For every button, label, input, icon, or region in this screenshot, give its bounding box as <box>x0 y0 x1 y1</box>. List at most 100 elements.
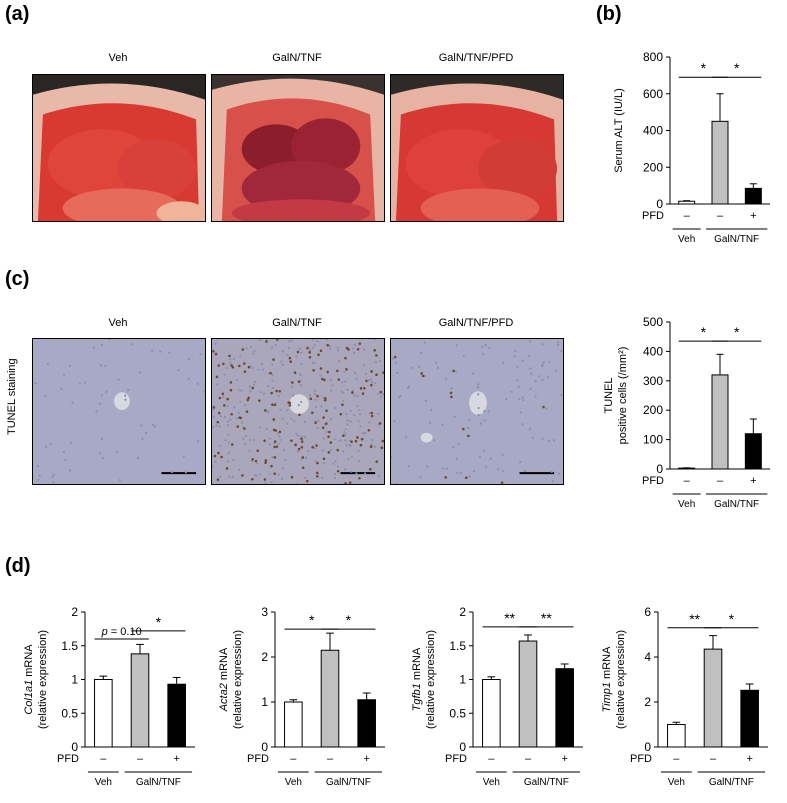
tunel-side-label: TUNEL staining <box>6 358 18 435</box>
nucleus-dot <box>391 357 394 360</box>
group-label-galn: GalN/TNF <box>326 777 371 788</box>
nucleus-dot <box>551 480 554 483</box>
nucleus-dot <box>136 456 140 459</box>
nucleus-dot <box>108 339 111 341</box>
tunel-positive-dot <box>327 451 331 454</box>
nucleus-dot <box>227 441 230 444</box>
nucleus-dot <box>267 410 270 413</box>
nucleus-dot <box>212 465 214 468</box>
tunel-positive-dot <box>241 348 245 351</box>
nucleus-dot <box>541 343 544 346</box>
nucleus-dot <box>252 438 255 441</box>
tunel-positive-dot <box>216 478 220 481</box>
nucleus-dot <box>300 435 303 438</box>
nucleus-dot <box>232 458 235 461</box>
nucleus-dot <box>264 482 267 484</box>
tunel-positive-dot <box>301 466 305 470</box>
nucleus-dot <box>374 361 377 364</box>
nucleus-dot <box>170 471 174 474</box>
nucleus-dot <box>373 445 377 448</box>
nucleus-dot <box>445 467 449 470</box>
tunel-positive-dot <box>350 440 353 443</box>
tunel-positive-dot <box>306 346 309 350</box>
nucleus-dot <box>46 363 49 366</box>
nucleus-dot <box>477 393 480 396</box>
nucleus-dot <box>529 387 532 390</box>
tunel-positive-dot <box>308 351 312 354</box>
nucleus-dot <box>286 353 289 357</box>
tunel-positive-dot <box>275 445 279 448</box>
nucleus-dot <box>479 422 483 425</box>
tunel-positive-dot <box>238 416 241 419</box>
nucleus-dot <box>345 444 348 447</box>
nucleus-dot <box>349 470 353 473</box>
nucleus-dot <box>159 350 162 353</box>
nucleus-dot <box>281 363 284 367</box>
nucleus-dot <box>238 468 241 471</box>
chart-acta2-mrna: 0 1 2 3 Acta2 mRNA (relative expression) * * PFD… <box>218 605 385 788</box>
nucleus-dot <box>144 431 148 434</box>
tunel-positive-dot <box>365 379 368 383</box>
tissue-texture <box>391 340 563 484</box>
tunel-positive-dot <box>229 381 233 384</box>
tunel-positive-dot <box>361 392 365 395</box>
tunel-positive-dot <box>222 362 225 366</box>
nucleus-dot <box>329 345 332 348</box>
nucleus-dot <box>483 409 486 413</box>
nucleus-dot <box>240 389 243 392</box>
tunel-positive-dot <box>464 476 468 480</box>
bar-0 <box>482 679 501 748</box>
significance-label: * <box>734 324 740 340</box>
nucleus-dot <box>350 455 353 458</box>
tunel-positive-dot <box>358 476 361 480</box>
tunel-positive-dot <box>359 443 363 447</box>
tunel-positive-dot <box>311 411 314 415</box>
nucleus-dot <box>374 382 377 385</box>
nucleus-dot <box>52 481 55 484</box>
tunel-positive-dot <box>323 378 326 382</box>
bar-2 <box>744 433 762 470</box>
nucleus-dot <box>530 372 533 375</box>
nucleus-dot <box>504 397 508 401</box>
nucleus-dot <box>545 407 548 410</box>
tunel-positive-dot <box>230 364 233 367</box>
nucleus-dot <box>419 351 423 354</box>
tunel-positive-dot <box>291 381 294 384</box>
y-tick-label: 200 <box>643 160 663 174</box>
bar-2 <box>744 187 762 205</box>
nucleus-dot <box>320 405 323 408</box>
y-tick-label: 400 <box>643 344 663 358</box>
tunel-positive-dot <box>298 413 301 417</box>
nucleus-dot <box>49 442 52 445</box>
nucleus-dot <box>219 445 222 448</box>
tunel-positive-dot <box>254 459 258 463</box>
pfd-sign: + <box>750 475 756 487</box>
nucleus-dot <box>330 448 333 452</box>
nucleus-dot <box>228 475 231 478</box>
nucleus-dot <box>313 361 316 365</box>
nucleus-dot <box>342 399 345 403</box>
nucleus-dot <box>557 343 560 346</box>
nucleus-dot <box>428 421 432 424</box>
nucleus-dot <box>232 357 235 360</box>
nucleus-dot <box>258 426 261 429</box>
nucleus-dot <box>322 396 325 399</box>
nucleus-dot <box>325 431 328 434</box>
nucleus-dot <box>249 390 252 393</box>
nucleus-dot <box>212 415 215 418</box>
tunel-positive-dot <box>319 367 323 370</box>
nucleus-dot <box>341 450 345 453</box>
nucleus-dot <box>356 405 359 408</box>
pfd-row-label: PFD <box>247 753 269 765</box>
nucleus-dot <box>118 479 121 482</box>
nucleus-dot <box>199 353 202 356</box>
tunel-positive-dot <box>226 397 230 401</box>
nucleus-dot <box>501 453 504 456</box>
nucleus-dot <box>325 339 328 341</box>
tunel-positive-dot <box>421 374 425 378</box>
nucleus-dot <box>423 341 426 344</box>
significance-label: * <box>156 614 162 630</box>
nucleus-dot <box>271 386 274 390</box>
nucleus-dot <box>248 449 251 452</box>
significance-label: * <box>729 611 735 627</box>
